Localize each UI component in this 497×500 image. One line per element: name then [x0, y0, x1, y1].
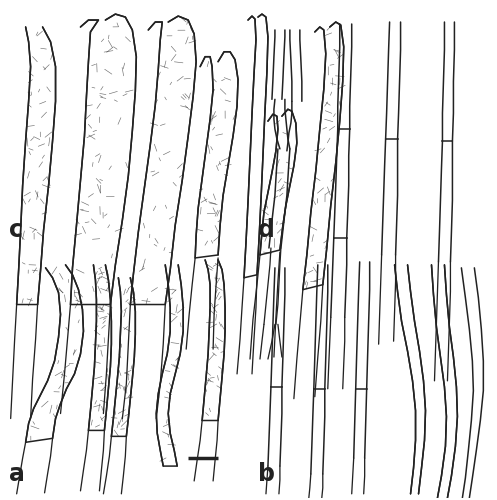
Polygon shape: [271, 268, 285, 387]
Polygon shape: [338, 24, 352, 129]
Polygon shape: [202, 260, 225, 420]
Polygon shape: [71, 14, 136, 304]
Polygon shape: [311, 389, 325, 474]
Text: b: b: [258, 462, 275, 486]
Polygon shape: [260, 109, 297, 255]
Polygon shape: [290, 30, 302, 102]
Polygon shape: [303, 22, 344, 289]
Polygon shape: [461, 268, 484, 498]
Polygon shape: [334, 129, 350, 238]
Polygon shape: [202, 260, 225, 420]
Polygon shape: [111, 278, 135, 436]
Polygon shape: [269, 149, 290, 248]
Text: a: a: [8, 462, 24, 486]
Polygon shape: [395, 265, 425, 494]
Polygon shape: [382, 139, 398, 255]
Polygon shape: [386, 22, 401, 139]
Polygon shape: [272, 30, 285, 100]
Text: c: c: [8, 218, 23, 242]
Polygon shape: [195, 52, 238, 258]
Polygon shape: [88, 265, 111, 430]
Polygon shape: [442, 22, 454, 141]
Text: d: d: [258, 218, 275, 242]
Polygon shape: [303, 22, 344, 289]
Polygon shape: [244, 14, 268, 278]
Polygon shape: [71, 14, 136, 304]
Polygon shape: [431, 265, 457, 498]
Polygon shape: [274, 100, 290, 149]
Polygon shape: [88, 265, 111, 430]
Polygon shape: [156, 265, 183, 466]
Polygon shape: [314, 265, 328, 389]
Polygon shape: [17, 27, 56, 304]
Polygon shape: [244, 14, 268, 278]
Polygon shape: [268, 387, 282, 466]
Polygon shape: [156, 265, 183, 466]
Polygon shape: [111, 278, 135, 436]
Polygon shape: [331, 238, 347, 318]
Polygon shape: [438, 141, 452, 262]
Polygon shape: [395, 265, 425, 494]
Polygon shape: [354, 262, 370, 458]
Polygon shape: [17, 27, 56, 304]
Polygon shape: [26, 265, 83, 442]
Polygon shape: [195, 52, 238, 258]
Polygon shape: [130, 16, 196, 304]
Polygon shape: [26, 265, 83, 442]
Polygon shape: [260, 109, 297, 255]
Polygon shape: [130, 16, 196, 304]
